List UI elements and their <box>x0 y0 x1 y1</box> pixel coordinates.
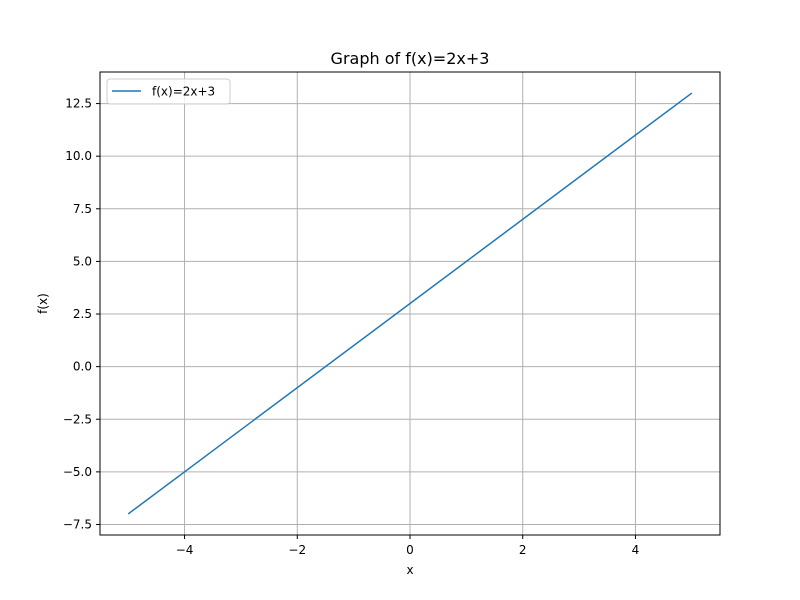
x-axis-label: x <box>406 563 413 577</box>
y-axis-label: f(x) <box>36 293 50 314</box>
y-tick-label: 5.0 <box>73 254 92 268</box>
series-line <box>127 92 693 515</box>
x-tick-label: −4 <box>176 543 194 557</box>
legend-box <box>106 78 231 105</box>
y-tick-label: 10.0 <box>65 149 92 163</box>
y-tick-label: −7.5 <box>63 517 92 531</box>
x-axis-ticks: −4 −2 0 2 4 <box>176 535 640 557</box>
y-tick-label: 2.5 <box>73 307 92 321</box>
legend: f(x)=2x+3 <box>106 78 231 105</box>
series-layer <box>127 92 693 515</box>
x-tick-label: 0 <box>406 543 414 557</box>
y-axis-ticks: −7.5 −5.0 −2.5 0.0 2.5 5.0 7.5 10.0 12.5 <box>63 97 100 531</box>
chart-title: Graph of f(x)=2x+3 <box>331 49 490 68</box>
x-tick-label: 4 <box>632 543 640 557</box>
y-tick-label: −5.0 <box>63 465 92 479</box>
y-tick-label: −2.5 <box>63 412 92 426</box>
y-tick-label: 7.5 <box>73 202 92 216</box>
x-tick-label: −2 <box>288 543 306 557</box>
x-tick-label: 2 <box>519 543 527 557</box>
legend-label: f(x)=2x+3 <box>152 85 215 99</box>
y-tick-label: 0.0 <box>73 360 92 374</box>
y-tick-label: 12.5 <box>65 97 92 111</box>
